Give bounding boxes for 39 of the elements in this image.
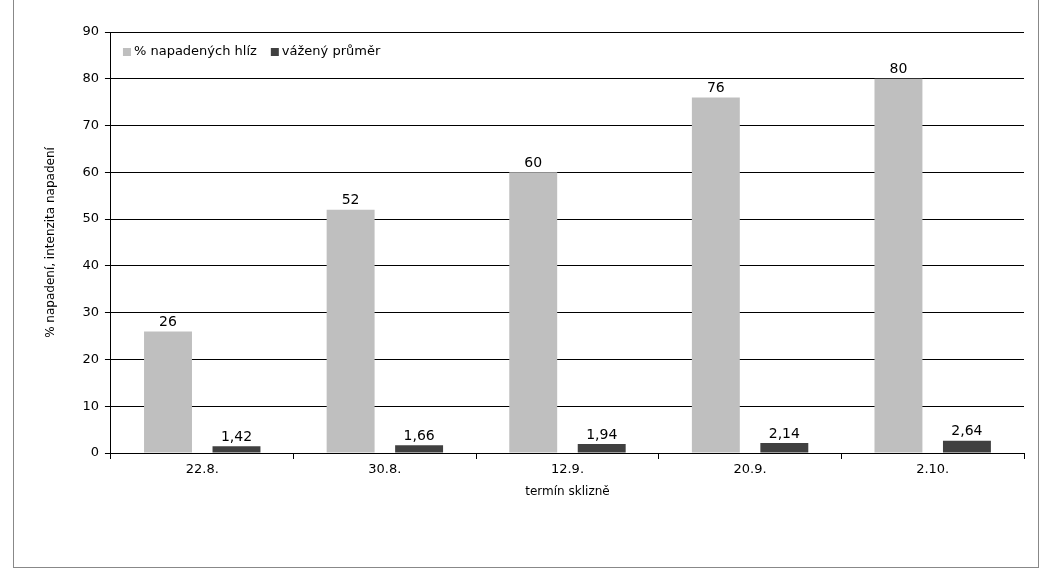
- data-label: 60: [524, 153, 543, 170]
- bar: [326, 209, 375, 453]
- y-tick-label: 70: [82, 116, 99, 132]
- data-label: 76: [706, 79, 725, 96]
- legend-label: % napadených hlíz: [133, 43, 258, 59]
- bar: [691, 97, 740, 453]
- y-tick-label: 40: [82, 257, 99, 273]
- bar: [395, 445, 444, 453]
- x-tick-label: 2.10.: [916, 461, 950, 477]
- data-label: 2,64: [951, 422, 983, 439]
- bar: [760, 442, 809, 453]
- x-tick-label: 22.8.: [185, 461, 219, 477]
- y-tick-label: 20: [82, 350, 99, 366]
- y-tick-label: 30: [82, 304, 99, 320]
- bar: [212, 446, 261, 453]
- bar: [509, 172, 558, 453]
- y-tick-label: 90: [82, 23, 99, 39]
- y-tick-label: 10: [82, 397, 99, 413]
- x-axis-title: termín sklizně: [525, 483, 610, 498]
- data-label: 26: [159, 313, 177, 330]
- bar: [942, 440, 991, 453]
- x-tick-label: 20.9.: [733, 461, 767, 477]
- x-tick-label: 12.9.: [550, 461, 585, 477]
- y-axis-title: % napadení, intenzita napadení: [43, 146, 58, 338]
- bar: [144, 331, 192, 453]
- data-label: 1,94: [586, 425, 618, 442]
- data-label: 80: [889, 60, 908, 77]
- data-label: 1,42: [220, 428, 253, 444]
- bar: [874, 78, 923, 453]
- data-label: 52: [341, 191, 360, 208]
- x-tick-label: 30.8.: [368, 461, 402, 477]
- y-tick-label: 0: [90, 444, 99, 460]
- y-tick-label: 50: [82, 210, 99, 226]
- data-label: 1,66: [403, 426, 435, 443]
- y-tick-label: 80: [82, 70, 99, 86]
- bar: [577, 443, 626, 453]
- data-label: 2,14: [768, 424, 800, 441]
- y-tick-label: 60: [82, 163, 99, 179]
- legend-label: vážený průměr: [281, 43, 381, 59]
